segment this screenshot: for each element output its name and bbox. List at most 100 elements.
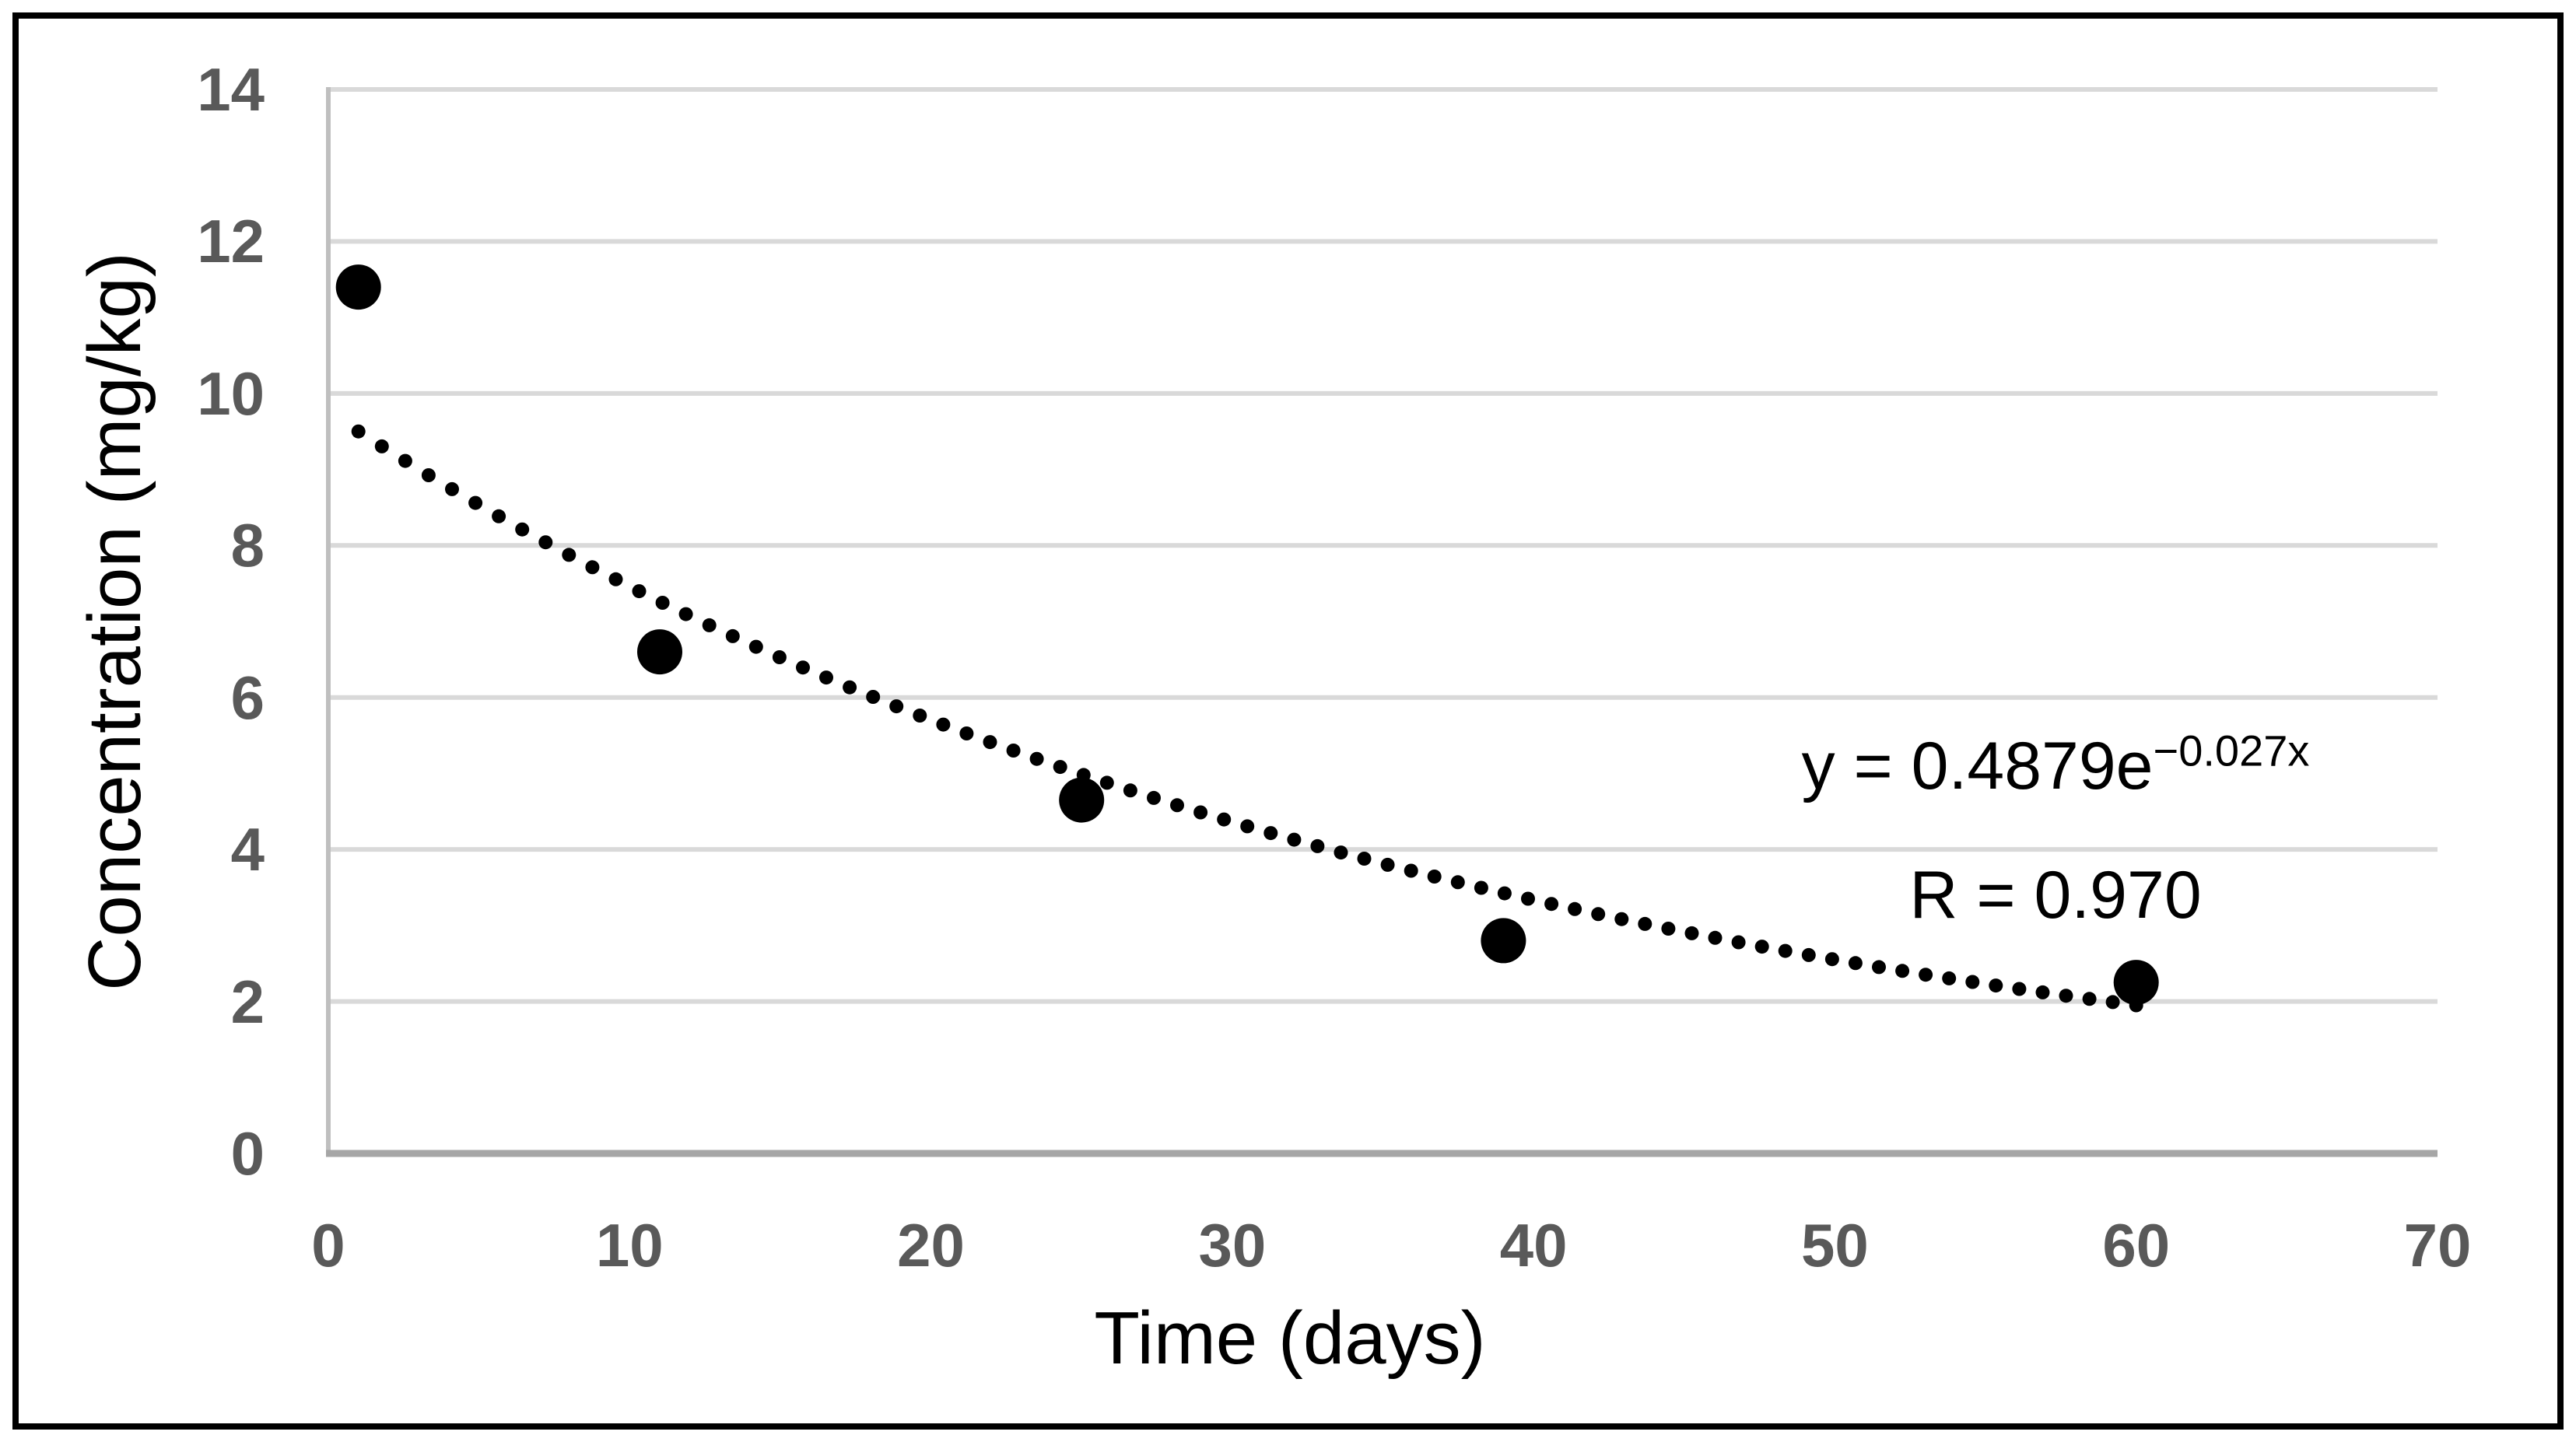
trendline-dot bbox=[1497, 886, 1512, 901]
trendline-dot bbox=[1661, 922, 1676, 936]
trendline-dot bbox=[1099, 775, 1114, 790]
trendline-dot bbox=[2035, 985, 2050, 999]
trendline-dot bbox=[1895, 964, 1910, 978]
data-point bbox=[1481, 918, 1526, 964]
r-value-label: R = 0.970 bbox=[1909, 858, 2202, 933]
trendline-dot bbox=[1357, 852, 1372, 866]
trendline-dot bbox=[468, 495, 483, 510]
trendline-dot bbox=[1029, 751, 1044, 766]
trendline-dot bbox=[1193, 805, 1208, 820]
x-axis-title: Time (days) bbox=[1094, 1297, 1486, 1380]
trendline-dot bbox=[1684, 926, 1699, 940]
trendline-dot bbox=[1754, 940, 1769, 954]
trendline-dot bbox=[445, 481, 459, 496]
x-tick-label: 10 bbox=[595, 1211, 664, 1279]
trendline-dot bbox=[1404, 863, 1418, 878]
trendline-dot bbox=[1240, 819, 1255, 834]
trendline-dot bbox=[1824, 952, 1839, 967]
trendline-dot bbox=[1474, 880, 1488, 895]
trendline-dot bbox=[1544, 897, 1559, 912]
x-tick-label: 60 bbox=[2102, 1211, 2171, 1279]
trendline-dot bbox=[1006, 744, 1021, 758]
trendline-dot bbox=[1848, 956, 1863, 971]
trendline-dot bbox=[562, 548, 577, 562]
data-point bbox=[335, 264, 381, 310]
trendline-dot bbox=[1731, 935, 1746, 950]
trendline-annotation: y = 0.4879e−0.027x R = 0.970 bbox=[1802, 702, 2310, 960]
trendline-dot bbox=[1147, 790, 1161, 805]
trendline-dot bbox=[421, 468, 436, 482]
trendline-dot bbox=[748, 639, 763, 654]
trendline-dot bbox=[1450, 875, 1465, 890]
trendline-dot bbox=[374, 439, 389, 453]
trendline-dot bbox=[983, 735, 997, 750]
trendline-dot bbox=[1989, 978, 2003, 993]
trendline-dot bbox=[1638, 916, 1652, 931]
trendline-dot bbox=[889, 699, 904, 714]
trendline-dot bbox=[1170, 798, 1184, 813]
trendline-dot bbox=[1801, 947, 1816, 962]
trendline-equation: y = 0.4879e−0.027x bbox=[1802, 702, 2310, 831]
trendline-dot bbox=[351, 424, 366, 439]
trendline-dot bbox=[1919, 968, 1933, 982]
trendline-dot bbox=[2105, 995, 2120, 1010]
trendline-dot bbox=[1942, 971, 1957, 985]
trendline-dot bbox=[843, 680, 857, 695]
x-tick-label: 50 bbox=[1801, 1211, 1869, 1279]
trendline-dot bbox=[772, 650, 787, 664]
trendline-dot bbox=[1334, 845, 1348, 860]
trendline-dot bbox=[1521, 891, 1535, 906]
equation-exponent: −0.027x bbox=[2153, 726, 2310, 775]
y-tick-label: 8 bbox=[230, 511, 265, 580]
trendline-dot bbox=[1568, 901, 1582, 916]
trendline-dot bbox=[1965, 975, 1980, 989]
trendline-dot bbox=[1217, 812, 1232, 827]
trendline-dot bbox=[608, 572, 623, 586]
trendline-dot bbox=[492, 509, 506, 523]
trendline-dot bbox=[1872, 960, 1886, 975]
trendline-dot bbox=[1778, 943, 1793, 958]
x-tick-label: 40 bbox=[1499, 1211, 1568, 1279]
trendline-dot bbox=[1427, 870, 1442, 884]
y-tick-label: 0 bbox=[230, 1119, 265, 1188]
y-tick-label: 14 bbox=[197, 55, 265, 124]
trendline-dot bbox=[2012, 982, 2027, 996]
trendline-dot bbox=[1310, 838, 1325, 853]
x-tick-label: 70 bbox=[2403, 1211, 2472, 1279]
trendline-dot bbox=[913, 709, 927, 723]
trendline-dot bbox=[1287, 832, 1302, 847]
y-tick-label: 6 bbox=[230, 663, 265, 732]
data-point bbox=[1059, 777, 1105, 823]
trendline-dot bbox=[2059, 989, 2073, 1003]
trendline-dot bbox=[959, 726, 974, 740]
trendline-dot bbox=[796, 660, 810, 675]
trendline-dot bbox=[1263, 826, 1278, 841]
trendline-dot bbox=[866, 690, 881, 704]
trendline-dot bbox=[655, 596, 670, 610]
equation-main: y = 0.4879e bbox=[1801, 729, 2154, 803]
x-tick-label: 20 bbox=[897, 1211, 965, 1279]
trendline-dot bbox=[936, 717, 951, 732]
y-tick-label: 4 bbox=[230, 815, 265, 884]
trendline-dot bbox=[1591, 907, 1606, 922]
y-tick-label: 2 bbox=[230, 967, 265, 1036]
trendline-dot bbox=[1053, 760, 1067, 775]
trendline-dot bbox=[702, 618, 717, 632]
y-tick-label: 10 bbox=[197, 359, 265, 428]
trendline-dot bbox=[1708, 930, 1723, 945]
trendline-dot bbox=[2082, 992, 2097, 1006]
y-tick-label: 12 bbox=[197, 207, 265, 276]
trendline-dot bbox=[515, 522, 530, 537]
trendline-dot bbox=[1614, 912, 1629, 926]
y-axis-title: Concentration (mg/kg) bbox=[73, 252, 156, 991]
trendline-dot bbox=[678, 607, 693, 621]
trendline-dot bbox=[538, 535, 553, 550]
trendline-dot bbox=[398, 453, 412, 468]
trendline-dot bbox=[585, 560, 600, 575]
trendline-dot bbox=[725, 628, 740, 643]
x-tick-label: 30 bbox=[1198, 1211, 1267, 1279]
trendline-dot bbox=[1380, 857, 1395, 872]
x-tick-label: 0 bbox=[311, 1211, 345, 1279]
